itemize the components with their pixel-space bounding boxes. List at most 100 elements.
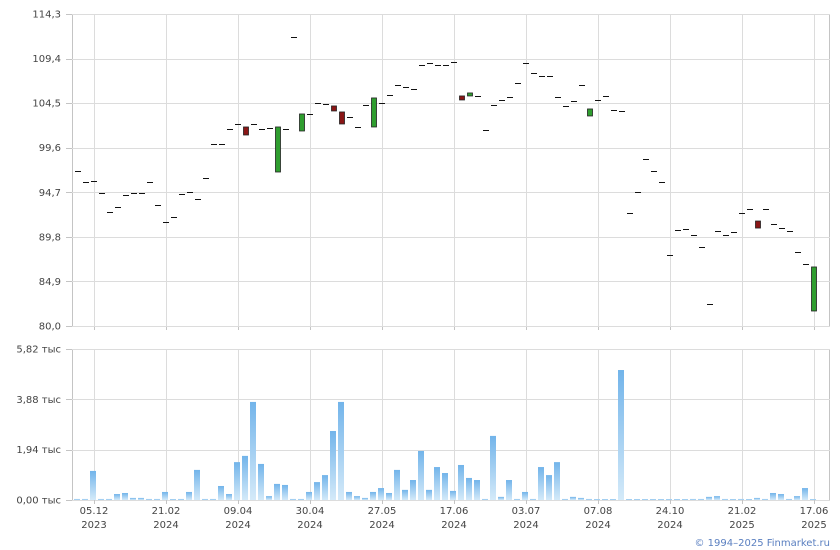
volume-bar	[90, 470, 96, 500]
x-tick-year-label: 2024	[153, 520, 178, 531]
price-panel: 114,3 109,4 104,5 99,6 94,7 89,8 84,9 80,0	[32, 10, 830, 333]
volume-bar	[418, 450, 424, 500]
volume-bar	[706, 496, 712, 500]
volume-bar	[106, 498, 112, 500]
volume-bar	[154, 498, 160, 500]
price-y-tick-label: 89,8	[39, 232, 61, 243]
x-tick-year-label: 2024	[297, 520, 322, 531]
volume-bar	[610, 499, 616, 500]
price-y-tick-label: 99,6	[39, 143, 61, 154]
volume-bar	[618, 370, 624, 500]
candle-down	[755, 220, 761, 229]
price-y-tick-label: 84,9	[39, 277, 61, 288]
volume-bar	[122, 492, 128, 500]
x-tick-year-label: 2024	[225, 520, 250, 531]
volume-bar	[722, 498, 728, 500]
volume-bar	[810, 499, 816, 500]
price-y-tick-label: 104,5	[32, 99, 61, 110]
volume-bar	[674, 499, 680, 500]
volume-bar	[178, 498, 184, 500]
volume-bar	[162, 491, 168, 500]
candle-up	[811, 266, 817, 312]
volume-bar	[242, 455, 248, 500]
volume-bar	[202, 498, 208, 500]
volume-bar	[794, 496, 800, 500]
volume-bar	[602, 499, 608, 500]
volume-bar	[450, 490, 456, 500]
x-tick-date-label: 05.12	[80, 506, 109, 517]
volume-bar	[426, 489, 432, 500]
x-tick-date-label: 21.02	[728, 506, 757, 517]
candle-down	[339, 111, 345, 125]
volume-bar	[274, 483, 280, 500]
x-tick-year-label: 2023	[81, 520, 106, 531]
volume-bar	[218, 485, 224, 500]
copyright-credit[interactable]: © 1994–2025 Finmarket.ru	[694, 538, 830, 549]
volume-bar	[290, 498, 296, 500]
x-tick-date-label: 17.06	[440, 506, 469, 517]
volume-bar	[402, 489, 408, 500]
date-axis: 05.12 2023 21.02 2024 09.04 2024 30.04 2024 27.0…	[80, 500, 829, 531]
volume-bar	[690, 498, 696, 500]
candle-up	[299, 113, 305, 132]
candle-down	[331, 105, 337, 112]
x-tick-date-label: 07.08	[584, 506, 613, 517]
volume-bar	[514, 498, 520, 500]
volume-bar	[762, 498, 768, 500]
volume-bar	[730, 499, 736, 500]
volume-bar	[322, 475, 328, 500]
volume-bar	[698, 498, 704, 500]
volume-bar	[370, 491, 376, 500]
volume-bar	[234, 462, 240, 500]
volume-bar	[250, 401, 256, 500]
x-tick-date-label: 17.06	[800, 506, 829, 517]
x-tick-date-label: 21.02	[152, 506, 181, 517]
volume-bar	[386, 492, 392, 500]
x-tick-date-label: 03.07	[512, 506, 541, 517]
volume-bar	[98, 498, 104, 500]
volume-plot-frame	[72, 349, 830, 501]
volume-bar	[306, 491, 312, 500]
volume-bar	[330, 430, 336, 500]
x-tick-date-label: 24.10	[656, 506, 685, 517]
volume-bar	[530, 498, 536, 500]
x-tick-date-label: 09.04	[224, 506, 253, 517]
volume-bar	[738, 498, 744, 500]
volume-bar	[266, 496, 272, 500]
volume-bar	[354, 496, 360, 500]
volume-bar	[338, 401, 344, 500]
candle-down	[459, 95, 465, 101]
volume-bar	[562, 498, 568, 500]
volume-bar	[314, 482, 320, 500]
volume-y-tick-label: 0,00 тыс	[16, 496, 61, 507]
volume-y-tick-label: 5,82 тыс	[16, 345, 61, 356]
x-tick-year-label: 2024	[369, 520, 394, 531]
volume-bar	[210, 498, 216, 500]
volume-bar	[434, 467, 440, 500]
volume-bar	[258, 463, 264, 500]
volume-bar	[138, 497, 144, 500]
volume-bar	[226, 494, 232, 500]
volume-y-tick-label: 3,88 тыс	[16, 395, 61, 406]
volume-bar	[554, 462, 560, 500]
candle-up	[467, 92, 473, 97]
volume-bar	[666, 499, 672, 500]
volume-bar	[130, 497, 136, 500]
candle-up	[587, 108, 593, 117]
x-tick-year-label: 2024	[513, 520, 538, 531]
volume-bar	[74, 498, 80, 500]
volume-bar	[634, 499, 640, 500]
volume-bar	[298, 498, 304, 500]
price-y-tick-label: 114,3	[32, 10, 61, 21]
volume-bar	[754, 497, 760, 500]
volume-bar	[786, 498, 792, 500]
price-plot-frame	[72, 14, 830, 327]
volume-bar	[506, 480, 512, 500]
volume-bar	[194, 469, 200, 500]
volume-bar	[746, 499, 752, 500]
volume-bar	[682, 499, 688, 500]
volume-bar	[546, 475, 552, 500]
volume-bar	[362, 497, 368, 500]
volume-bar	[594, 499, 600, 500]
